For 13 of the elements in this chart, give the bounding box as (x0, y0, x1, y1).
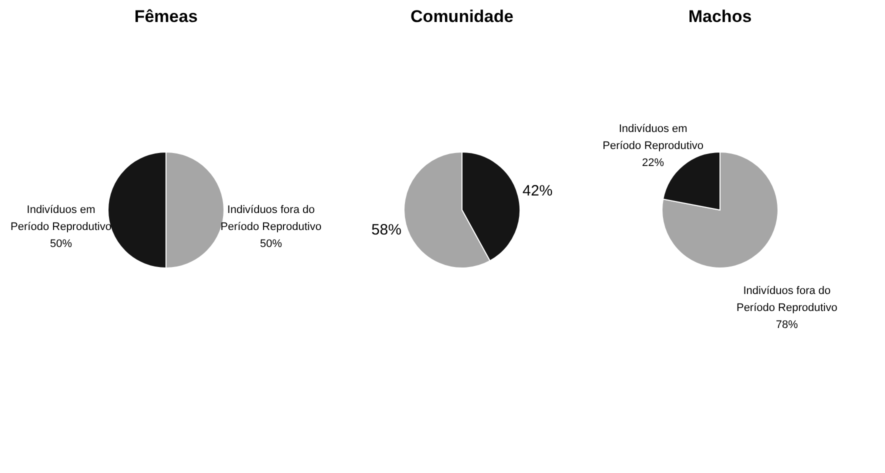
data-label: 50% (260, 238, 282, 250)
data-label: 58% (371, 221, 402, 238)
slice-label: Indivíduos fora do Período Reprodutivo (736, 284, 838, 314)
chart-title: Comunidade (410, 7, 514, 26)
chart-title: Fêmeas (134, 7, 198, 26)
data-label: 42% (522, 182, 553, 200)
slice-label: Indivíduos em Período Reprodutivo (10, 204, 112, 233)
data-label: 22% (642, 157, 664, 170)
slice-label: Indivíduos fora do Período Reprodutivo (220, 204, 322, 233)
data-label: 50% (50, 238, 72, 250)
chart-title: Machos (688, 7, 752, 26)
slice-label: Indivíduos em Período Reprodutivo (602, 123, 704, 152)
data-label: 78% (776, 318, 798, 331)
